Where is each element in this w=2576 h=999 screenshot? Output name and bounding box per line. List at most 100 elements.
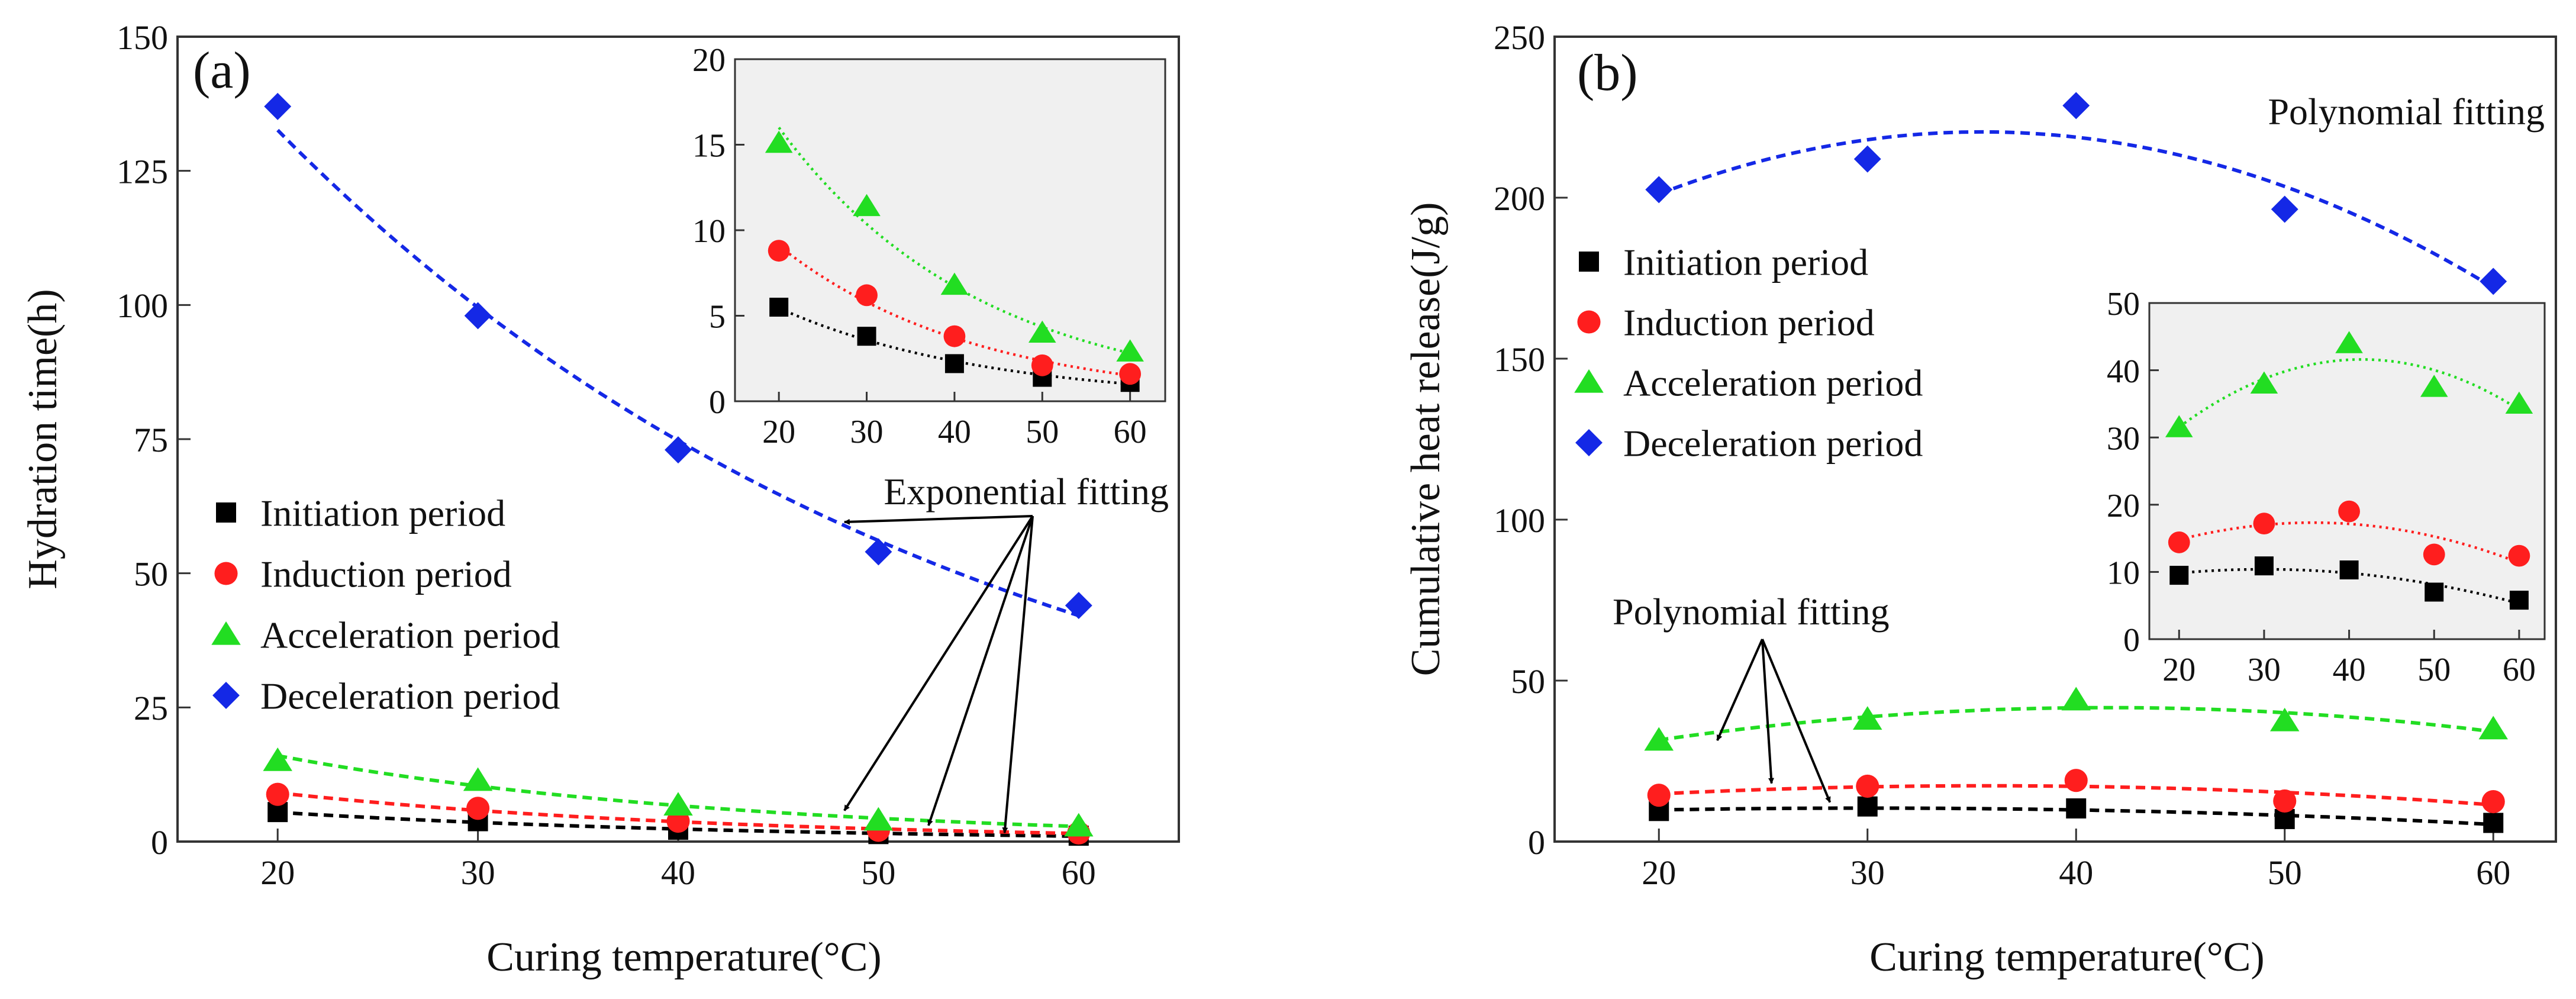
a-inset-point-acceleration bbox=[940, 272, 969, 295]
b-point-acceleration bbox=[1644, 727, 1674, 751]
b-inset-point-acceleration bbox=[2335, 331, 2363, 353]
b-inset-point-initiation bbox=[2254, 556, 2274, 576]
b-inset-fit-line-induction bbox=[2178, 521, 2520, 564]
b-annotation-top: Polynomial fitting bbox=[2268, 91, 2545, 133]
b-inset-plot-background bbox=[2149, 303, 2545, 639]
b-frame bbox=[1553, 36, 2557, 843]
a-inset-y-tick-label: 0 bbox=[709, 384, 726, 421]
b-point-deceleration bbox=[1645, 176, 1673, 204]
a-inset-point-initiation bbox=[857, 327, 876, 346]
b-fit-line-acceleration bbox=[1658, 705, 2494, 742]
b-y-tick-label: 100 bbox=[1494, 501, 1545, 540]
b-point-acceleration bbox=[2478, 716, 2509, 740]
b-point-initiation bbox=[2483, 813, 2504, 833]
a-point-acceleration bbox=[463, 767, 493, 791]
a-y-tick-label: 100 bbox=[117, 286, 168, 325]
b-inset-y-tick-label: 50 bbox=[2107, 286, 2140, 323]
b-x-tick-label: 50 bbox=[2268, 853, 2302, 892]
b-y-axis-label: Cumulative heat release(J/g) bbox=[1403, 202, 1449, 676]
b-annotation-arrow bbox=[1716, 639, 1763, 741]
b-legend-marker-acceleration bbox=[1574, 369, 1604, 393]
a-point-acceleration bbox=[863, 807, 894, 831]
a-x-axis-label: Curing temperature(°C) bbox=[486, 934, 882, 980]
b-legend-label-initiation: Initiation period bbox=[1623, 241, 1868, 283]
b-inset-point-induction bbox=[2168, 531, 2190, 553]
b-inset-y-tick-label: 0 bbox=[2123, 622, 2140, 659]
b-inset-point-induction bbox=[2508, 544, 2530, 567]
b-legend-label-induction: Induction period bbox=[1623, 301, 1875, 343]
a-y-tick-label: 125 bbox=[117, 153, 168, 191]
a-inset-x-tick-label: 60 bbox=[1114, 414, 1147, 450]
b-point-acceleration bbox=[2269, 707, 2300, 731]
b-y-tick-label: 200 bbox=[1494, 179, 1545, 218]
b-point-induction bbox=[1856, 774, 1879, 798]
a-inset-point-acceleration bbox=[765, 130, 793, 153]
b-inset-y-tick-label: 10 bbox=[2107, 555, 2140, 592]
a-point-deceleration bbox=[1065, 592, 1092, 620]
b-point-deceleration bbox=[1853, 145, 1881, 173]
b-point-deceleration bbox=[2480, 268, 2507, 295]
a-point-deceleration bbox=[665, 436, 692, 464]
a-x-tick-label: 60 bbox=[1062, 853, 1096, 892]
a-y-axis-label: Hydration time(h) bbox=[20, 289, 66, 589]
a-annotation-arrow bbox=[843, 515, 1033, 525]
a-inset-y-tick-label: 20 bbox=[692, 42, 726, 79]
a-y-tick-label: 0 bbox=[151, 823, 168, 862]
a-point-deceleration bbox=[264, 92, 292, 120]
a-point-deceleration bbox=[865, 538, 892, 566]
b-y-tick-label: 150 bbox=[1494, 340, 1545, 379]
b-annotation: Polynomial fitting bbox=[1613, 591, 1890, 633]
b-inset-x-tick-label: 20 bbox=[2162, 652, 2195, 688]
b-inset-point-induction bbox=[2423, 543, 2445, 566]
a-inset-y-tick-label: 15 bbox=[692, 128, 726, 165]
b-inset-x-tick-label: 50 bbox=[2417, 652, 2451, 688]
a-inset-plot-background bbox=[735, 59, 1165, 401]
b-inset-point-acceleration bbox=[2505, 391, 2533, 414]
a-inset-x-tick-label: 40 bbox=[938, 414, 971, 450]
a-inset-point-acceleration bbox=[1116, 339, 1144, 362]
a-inset-point-induction bbox=[1119, 363, 1142, 385]
b-y-tick-label: 250 bbox=[1494, 18, 1545, 57]
b-point-deceleration bbox=[2062, 92, 2090, 120]
b-point-initiation bbox=[2066, 798, 2087, 818]
b-inset-x-tick-label: 60 bbox=[2503, 652, 2536, 688]
a-point-deceleration bbox=[464, 302, 492, 330]
b-inset-x-tick-label: 40 bbox=[2333, 652, 2366, 688]
b-legend-label-acceleration: Acceleration period bbox=[1623, 362, 1923, 404]
b-point-initiation bbox=[1857, 796, 1878, 817]
a-annotation: Exponential fitting bbox=[884, 471, 1169, 513]
b-inset-y-tick-label: 20 bbox=[2107, 488, 2140, 524]
b-annotation-arrow bbox=[1761, 639, 1832, 803]
a-inset-point-acceleration bbox=[853, 194, 881, 217]
b-point-deceleration bbox=[2271, 195, 2298, 223]
b-inset-y-tick-label: 40 bbox=[2107, 353, 2140, 390]
b-legend-label-deceleration: Deceleration period bbox=[1623, 422, 1923, 464]
b-point-acceleration bbox=[2061, 687, 2091, 711]
b-point-induction bbox=[2064, 769, 2088, 792]
a-annotation-arrow bbox=[843, 515, 1034, 811]
b-annotation-arrow bbox=[1761, 639, 1775, 784]
b-inset-point-initiation bbox=[2339, 560, 2359, 579]
b-inset-point-induction bbox=[2338, 500, 2360, 523]
a-inset-fit-line-induction bbox=[778, 244, 1130, 377]
b-inset-x-tick-label: 30 bbox=[2248, 652, 2281, 688]
a-inset-point-induction bbox=[768, 240, 790, 262]
b-inset-point-initiation bbox=[2425, 582, 2444, 602]
a-y-tick-label: 50 bbox=[134, 555, 168, 594]
a-legend-marker-initiation bbox=[216, 502, 236, 523]
b-legend-marker-deceleration bbox=[1575, 429, 1603, 456]
a-x-tick-label: 20 bbox=[260, 853, 295, 892]
b-x-axis-label: Curing temperature(°C) bbox=[1869, 934, 2265, 980]
a-legend-marker-deceleration bbox=[212, 682, 240, 709]
b-point-induction bbox=[1647, 784, 1671, 807]
b-legend-marker-initiation bbox=[1579, 252, 1599, 272]
a-legend-label-acceleration: Acceleration period bbox=[260, 614, 560, 656]
a-inset-point-induction bbox=[1031, 354, 1053, 376]
b-x-tick-label: 20 bbox=[1642, 853, 1676, 892]
a-legend-label-induction: Induction period bbox=[260, 553, 512, 595]
a-x-tick-label: 50 bbox=[861, 853, 895, 892]
b-inset-frame bbox=[2148, 302, 2546, 640]
